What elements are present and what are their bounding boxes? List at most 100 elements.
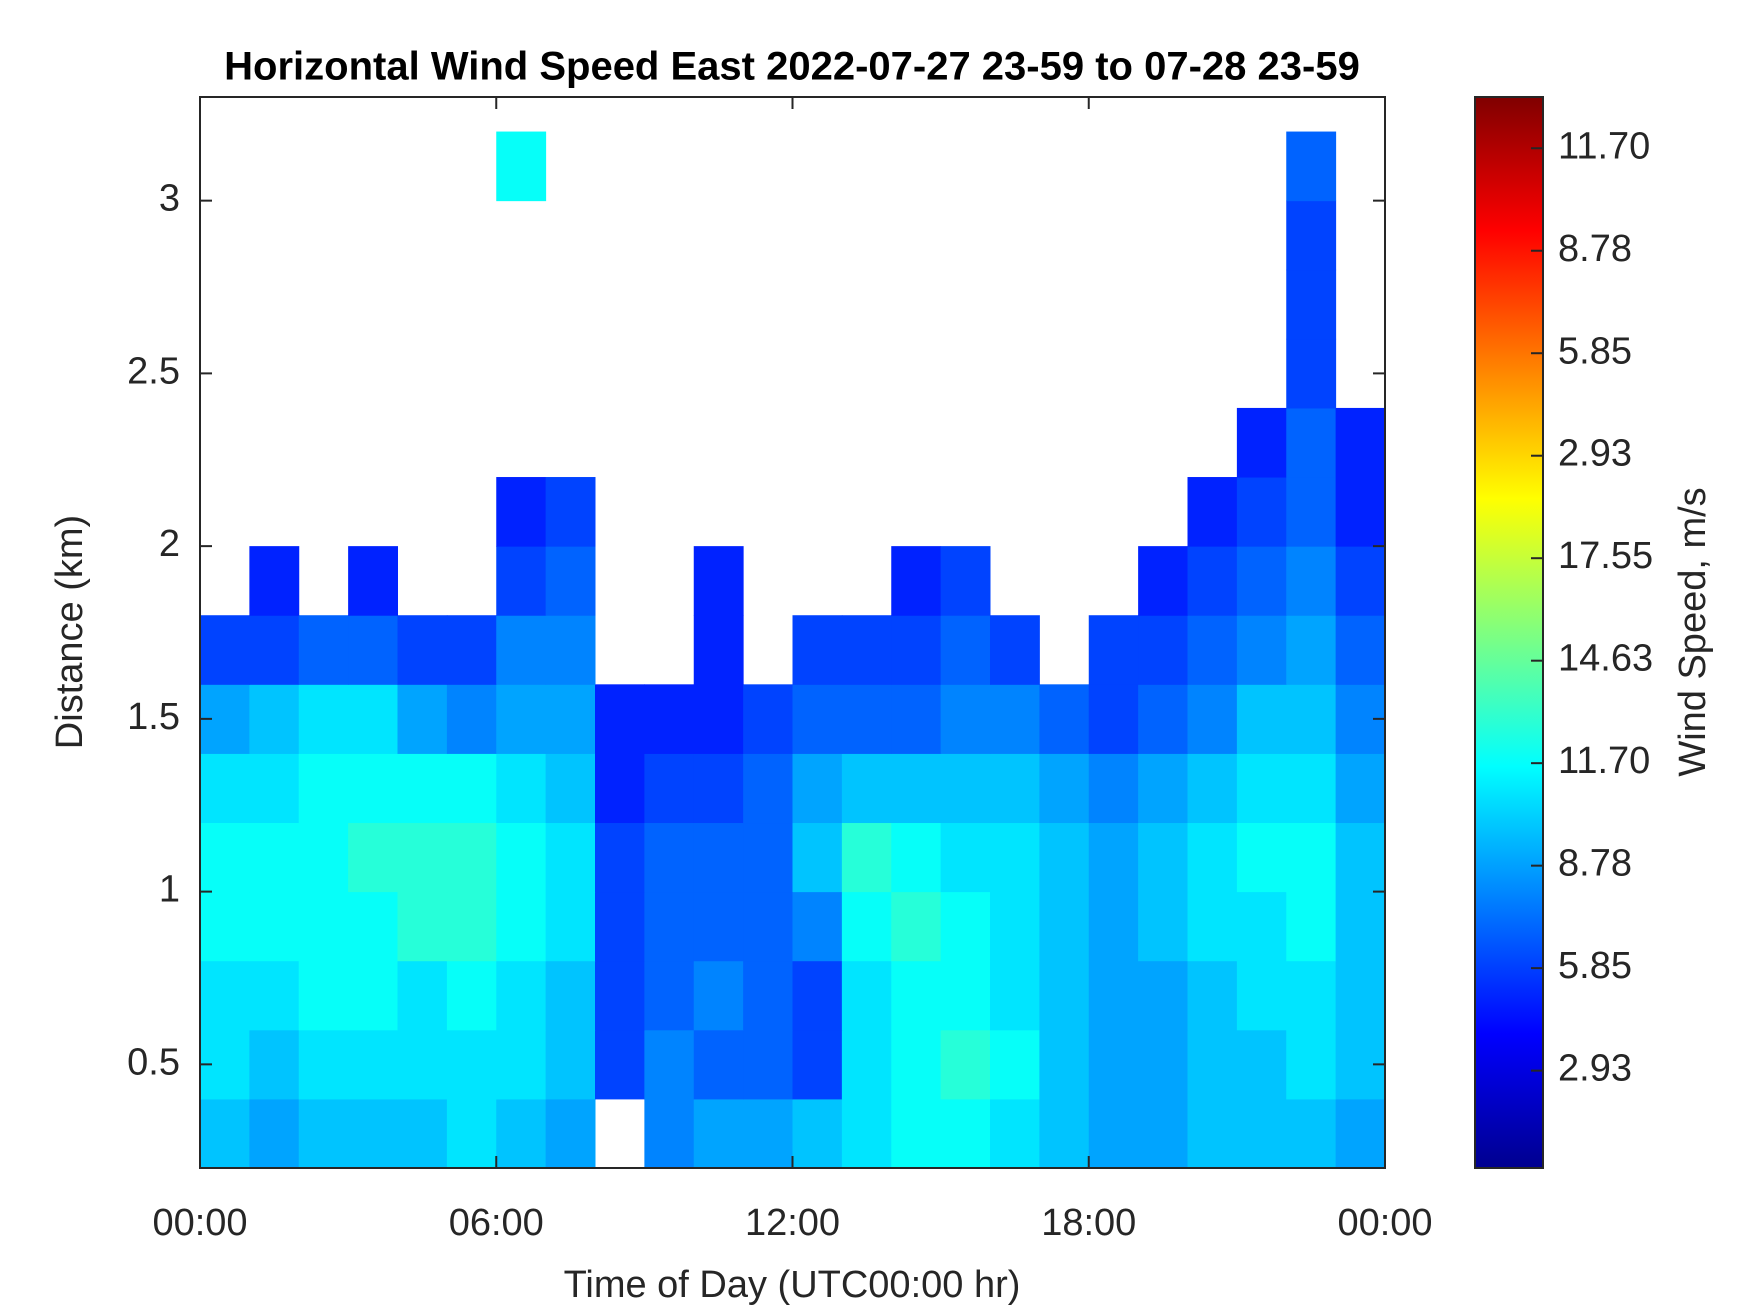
- x-tick-label: 18:00: [1041, 1202, 1136, 1244]
- heatmap-cell: [397, 891, 448, 962]
- heatmap-cell: [1187, 684, 1238, 754]
- heatmap-cell: [743, 891, 793, 962]
- heatmap-cell: [298, 822, 349, 893]
- heatmap-cell: [397, 753, 448, 824]
- heatmap-cell: [1335, 477, 1385, 547]
- heatmap-cell: [1236, 891, 1287, 962]
- heatmap-cell: [496, 822, 547, 893]
- x-tick-label: 12:00: [745, 1202, 840, 1244]
- heatmap-cell: [693, 1029, 744, 1100]
- heatmap-cell: [446, 1029, 497, 1100]
- heatmap-cell: [1286, 1029, 1337, 1100]
- heatmap-cell: [1138, 1098, 1188, 1168]
- heatmap-cell: [1138, 960, 1188, 1031]
- heatmap-cell: [841, 615, 892, 685]
- heatmap-cell: [990, 684, 1040, 754]
- heatmap-cell: [1286, 891, 1337, 962]
- heatmap-cell: [397, 615, 448, 685]
- heatmap-cell: [990, 1029, 1040, 1100]
- heatmap-cell: [496, 1029, 547, 1100]
- heatmap-cell: [298, 615, 349, 685]
- heatmap-cell: [1286, 1098, 1337, 1168]
- heatmap-cell: [644, 822, 695, 893]
- heatmap-cell: [1088, 1098, 1139, 1168]
- x-tick-label: 06:00: [449, 1202, 544, 1244]
- heatmap-cell: [990, 753, 1040, 824]
- heatmap-cell: [693, 1098, 744, 1168]
- heatmap-cell: [1236, 1098, 1287, 1168]
- heatmap-cell: [545, 684, 596, 754]
- heatmap-cell: [1286, 546, 1337, 616]
- heatmap-cell: [940, 822, 991, 893]
- heatmap-cell: [891, 546, 942, 616]
- heatmap-cell: [644, 1098, 695, 1168]
- heatmap-cell: [644, 753, 695, 824]
- heatmap-cell: [1335, 1098, 1385, 1168]
- heatmap-cell: [298, 684, 349, 754]
- heatmap-cell: [1286, 822, 1337, 893]
- heatmap-cell: [249, 1029, 300, 1100]
- heatmap-cell: [1039, 891, 1090, 962]
- colorbar-tick-label: 2.93: [1558, 433, 1632, 475]
- heatmap-cell: [249, 684, 300, 754]
- heatmap-cell: [249, 546, 300, 616]
- colorbar-tick-label: 5.85: [1558, 330, 1632, 372]
- heatmap-cell: [743, 822, 793, 893]
- heatmap-cell: [891, 1098, 942, 1168]
- heatmap-cell: [792, 1098, 843, 1168]
- heatmap-cell: [1187, 891, 1238, 962]
- x-tick-label: 00:00: [1337, 1202, 1432, 1244]
- heatmap-cell: [644, 960, 695, 1031]
- heatmap-cell: [990, 615, 1040, 685]
- heatmap-cell: [298, 1098, 349, 1168]
- heatmap-cell: [1187, 546, 1238, 616]
- heatmap-cell: [397, 1029, 448, 1100]
- heatmap-cell: [1236, 753, 1287, 824]
- heatmap-cell: [1335, 822, 1385, 893]
- heatmap-cell: [792, 615, 843, 685]
- heatmap-cell: [841, 1029, 892, 1100]
- heatmap-cell: [249, 822, 300, 893]
- heatmap-cell: [1335, 615, 1385, 685]
- heatmap-cell: [940, 891, 991, 962]
- heatmap-cell: [1138, 546, 1188, 616]
- heatmap-cell: [595, 684, 645, 754]
- heatmap-cell: [891, 753, 942, 824]
- heatmap-cell: [200, 753, 250, 824]
- heatmap-cell: [940, 615, 991, 685]
- heatmap-cell: [743, 1098, 793, 1168]
- heatmap-cell: [446, 615, 497, 685]
- heatmap-cell: [496, 684, 547, 754]
- heatmap-cell: [1088, 615, 1139, 685]
- heatmap-cell: [1039, 960, 1090, 1031]
- heatmap-cell: [446, 1098, 497, 1168]
- colorbar-tick-label: 2.93: [1558, 1048, 1632, 1090]
- heatmap-cell: [348, 546, 398, 616]
- heatmap-cell: [693, 684, 744, 754]
- heatmap-cell: [1286, 684, 1337, 754]
- heatmap-cell: [1187, 960, 1238, 1031]
- heatmap-cell: [940, 546, 991, 616]
- heatmap-cell: [348, 891, 398, 962]
- heatmap-cell: [545, 960, 596, 1031]
- heatmap-cell: [1039, 1098, 1090, 1168]
- heatmap-cell: [397, 822, 448, 893]
- heatmap-cell: [1039, 753, 1090, 824]
- heatmap-cell: [891, 822, 942, 893]
- y-tick-label: 1: [159, 869, 180, 911]
- heatmap-cell: [1236, 615, 1287, 685]
- heatmap-cell: [792, 1029, 843, 1100]
- heatmap-cell: [1286, 200, 1337, 271]
- heatmap-cell: [1335, 891, 1385, 962]
- heatmap-cell: [1335, 546, 1385, 616]
- heatmap-cell: [595, 753, 645, 824]
- colorbar: [1474, 96, 1544, 1169]
- heatmap-cell: [940, 684, 991, 754]
- heatmap-cell: [1236, 546, 1287, 616]
- heatmap-cell: [743, 684, 793, 754]
- heatmap-cell: [1039, 1029, 1090, 1100]
- colorbar-tick-label: 14.63: [1558, 638, 1653, 680]
- heatmap-cell: [200, 891, 250, 962]
